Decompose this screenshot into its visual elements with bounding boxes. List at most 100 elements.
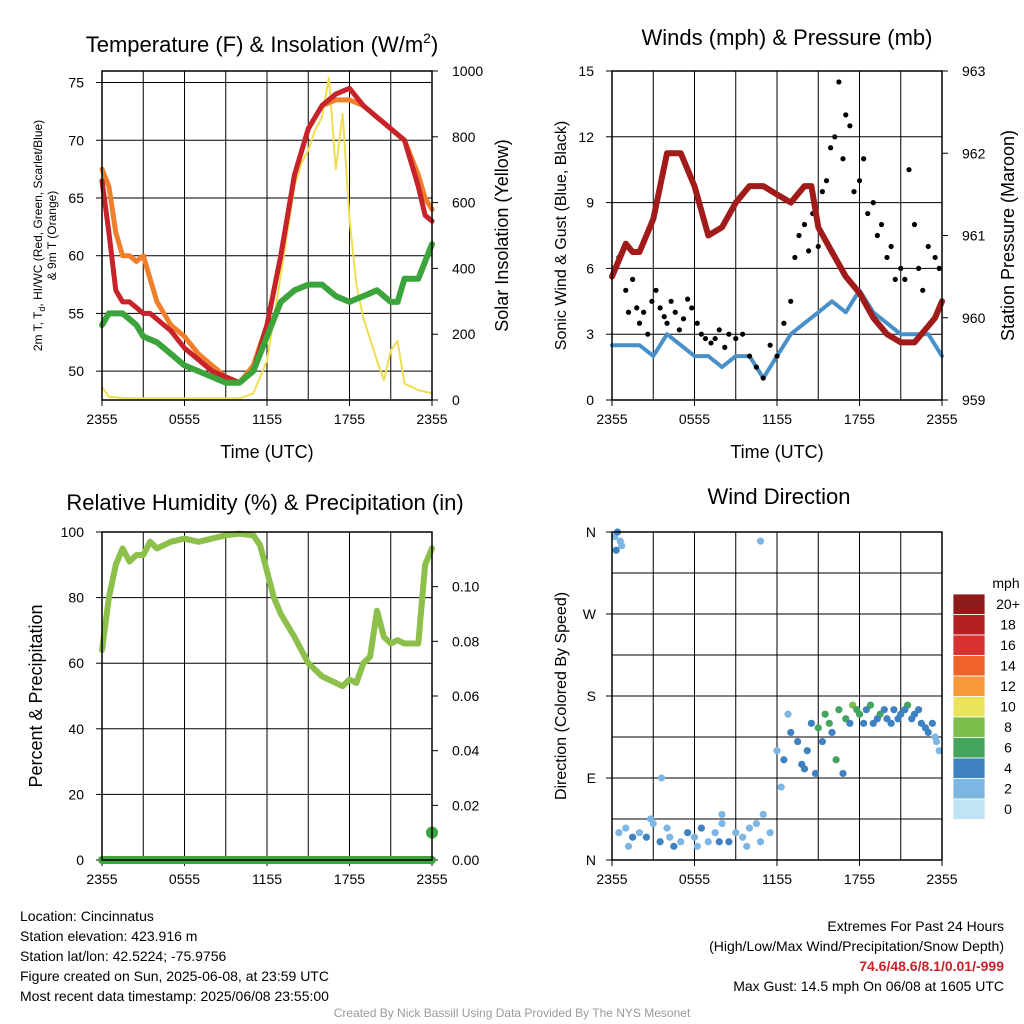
gust-point: [767, 342, 773, 348]
y2-tick-label: 1000: [452, 63, 483, 79]
gust-point: [815, 243, 821, 250]
legend-swatch: [952, 716, 986, 738]
direction-point: [752, 819, 760, 828]
y-tick-label: W: [583, 606, 597, 622]
y2-tick-label: 200: [452, 326, 476, 342]
direction-point: [932, 737, 941, 746]
plot-frame: [101, 531, 433, 861]
y2-tick-label: 0.10: [452, 579, 479, 595]
y-tick-label: 55: [68, 305, 84, 321]
direction-point: [832, 756, 840, 764]
legend-label: 12: [1000, 678, 1016, 694]
gust-point: [649, 298, 655, 304]
direction-point: [787, 728, 795, 737]
gust-point: [702, 335, 709, 342]
x-tick-label: 1155: [252, 411, 282, 427]
legend-label: 8: [1004, 719, 1012, 735]
y-tick-label: N: [586, 524, 596, 540]
direction-point: [784, 710, 792, 718]
gust-point: [861, 156, 867, 162]
direction-point: [921, 724, 930, 732]
legend-swatch: [952, 778, 986, 800]
gust-point: [641, 309, 647, 315]
direction-point: [711, 829, 719, 837]
y-label-subscript: d: [37, 307, 47, 312]
legend-label: 2: [1004, 781, 1012, 797]
speed-legend: mph 20+ 18 16 14 12 10 8 6 4 2 0: [952, 575, 1020, 820]
direction-point: [732, 829, 740, 837]
direction-point: [615, 829, 623, 837]
gust-point: [932, 254, 938, 261]
y-tick-label: 9: [586, 195, 594, 211]
extremes-block: Extremes For Past 24 Hours (High/Low/Max…: [709, 916, 1004, 996]
station-elevation: Station elevation: 423.916 m: [20, 928, 198, 944]
x-tick-label: 1755: [844, 411, 875, 427]
direction-point: [839, 769, 847, 778]
direction-point: [618, 542, 626, 550]
direction-point: [818, 737, 826, 746]
x-tick-label: 0555: [169, 871, 200, 887]
y2-tick-label: 800: [452, 129, 476, 145]
insolation-line: [101, 76, 433, 400]
chart-title: Temperature (F) & Insolation (W/m2): [86, 30, 439, 57]
y2-tick-label: 0.02: [452, 797, 479, 813]
x-tick-label: 1755: [334, 871, 365, 887]
y-tick-label: 6: [586, 260, 594, 276]
extremes-subtitle: (High/Low/Max Wind/Precipitation/Snow De…: [709, 938, 1004, 954]
station-location: Location: Cincinnatus: [20, 908, 154, 924]
recent-timestamp: Most recent data timestamp: 2025/06/08 2…: [20, 988, 329, 1004]
direction-point: [666, 833, 674, 841]
gust-point: [788, 298, 794, 304]
gust-point: [689, 305, 695, 311]
direction-point: [693, 842, 701, 850]
x-tick-label: 0555: [169, 411, 200, 427]
legend-label: 14: [1000, 658, 1016, 674]
legend-swatch: [952, 634, 986, 656]
y-tick-label: 40: [68, 721, 84, 737]
legend-swatch: [952, 696, 986, 718]
direction-point: [697, 824, 705, 832]
y-tick-label: 3: [586, 326, 594, 342]
direction-point: [739, 833, 747, 841]
direction-point: [811, 769, 820, 778]
station-info: Location: Cincinnatus Station elevation:…: [20, 906, 329, 1006]
direction-point: [715, 838, 723, 846]
gust-point: [661, 314, 667, 320]
chart-title: Relative Humidity (%) & Precipitation (i…: [66, 490, 463, 515]
direction-point: [635, 829, 644, 837]
direction-point: [860, 719, 868, 727]
direction-point: [756, 838, 765, 846]
dewpoint-line: [99, 241, 435, 386]
extremes-title: Extremes For Past 24 Hours: [827, 918, 1004, 934]
y-tick-label: 65: [68, 190, 84, 206]
y-axis-label-line2: & 9m T (Orange): [45, 191, 59, 281]
y2-axis-label: Solar Insolation (Yellow): [492, 139, 512, 331]
y-tick-label: 0: [586, 392, 594, 408]
y-tick-label: 60: [68, 248, 84, 264]
direction-point: [814, 724, 822, 732]
direction-point: [677, 838, 685, 846]
gust-point: [722, 344, 728, 350]
gust-point: [870, 200, 876, 206]
x-tick-label: 2355: [416, 871, 447, 887]
humidity-panel: 2355 0555 1155 1755 23550204060801000.000.02…: [26, 490, 479, 887]
chart-title: Winds (mph) & Pressure (mb): [642, 25, 933, 50]
gust-point: [832, 134, 838, 140]
x-tick-label: 1755: [334, 411, 365, 427]
legend-label: 6: [1004, 740, 1012, 756]
x-tick-label: 2355: [596, 871, 627, 887]
extremes-values: 74.6/48.6/8.1/0.01/-999: [859, 958, 1004, 974]
direction-point: [821, 710, 829, 718]
gust-point: [636, 320, 643, 326]
x-tick-label: 2355: [926, 871, 957, 887]
direction-point: [866, 701, 875, 709]
direction-point: [928, 719, 936, 727]
gust-point: [672, 309, 678, 315]
y-tick-label: N: [586, 852, 596, 868]
y2-tick-label: 0.08: [452, 633, 479, 649]
gust-point: [898, 265, 904, 271]
gust-point: [625, 309, 632, 315]
y-tick-label: 70: [68, 132, 84, 148]
y-tick-label: 100: [61, 524, 85, 540]
